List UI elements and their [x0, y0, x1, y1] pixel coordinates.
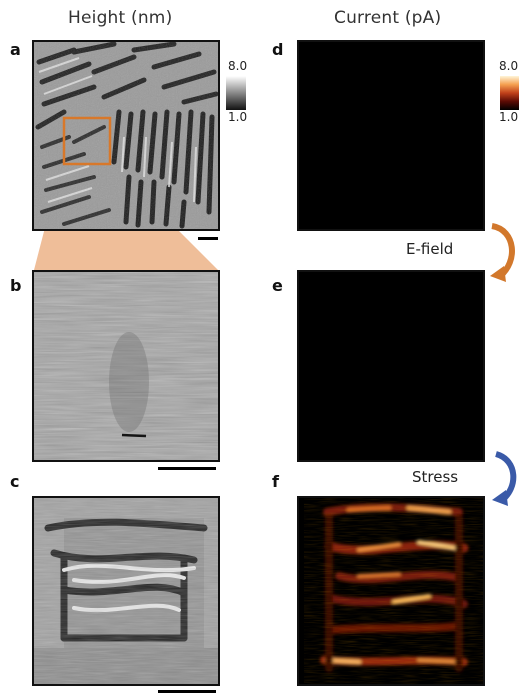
panel-b-height-zoom	[32, 270, 220, 462]
scalebar-c	[158, 690, 216, 693]
current-column-title: Current (pA)	[334, 8, 442, 28]
height-colorbar	[226, 76, 246, 110]
scalebar-b	[158, 467, 216, 470]
zoom-box	[62, 116, 112, 166]
efield-arrow-icon	[490, 223, 515, 282]
panel-c-height-written	[32, 496, 220, 686]
efield-label: E-field	[406, 240, 454, 258]
panel-letter-e: e	[272, 276, 283, 295]
scalebar-a	[198, 237, 218, 240]
stress-arrow-icon	[492, 451, 517, 506]
panel-d-current-map	[297, 40, 485, 231]
panel-letter-b: b	[10, 276, 22, 295]
panel-f-image	[319, 502, 469, 672]
panel-a-image	[34, 42, 218, 229]
current-colorbar-max: 8.0	[499, 59, 519, 73]
panel-e-current-map	[297, 270, 485, 462]
panel-letter-d: d	[272, 40, 284, 59]
stress-label: Stress	[412, 468, 459, 486]
panel-f-current-map	[297, 496, 485, 686]
panel-c-image	[34, 498, 218, 684]
height-colorbar-max: 8.0	[228, 59, 248, 73]
panel-a-height-map	[32, 40, 220, 231]
height-column-title: Height (nm)	[68, 8, 173, 28]
current-colorbar	[500, 76, 519, 110]
current-colorbar-min: 1.0	[499, 110, 519, 124]
panel-letter-f: f	[272, 472, 279, 491]
panel-b-image	[34, 272, 218, 460]
panel-letter-a: a	[10, 40, 21, 59]
panel-letter-c: c	[10, 472, 20, 491]
height-colorbar-min: 1.0	[228, 110, 248, 124]
